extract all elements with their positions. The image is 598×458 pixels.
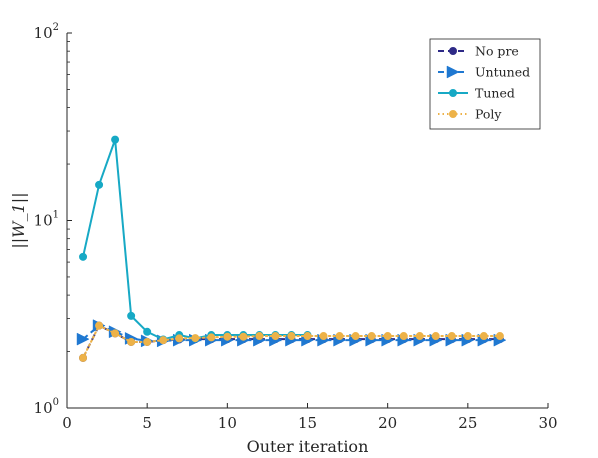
legend-marker — [449, 89, 457, 97]
data-point — [143, 327, 152, 336]
data-point — [127, 337, 136, 346]
data-point — [399, 332, 408, 341]
series-tuned — [79, 135, 312, 344]
data-point — [303, 332, 312, 341]
data-point — [76, 332, 90, 346]
x-axis-label: Outer iteration — [247, 437, 369, 456]
legend-entry: Tuned — [438, 86, 515, 101]
data-point — [111, 329, 120, 338]
data-point — [79, 353, 88, 362]
y-tick-exponent: 0 — [53, 397, 59, 408]
data-point — [255, 332, 264, 341]
data-point — [191, 334, 200, 343]
x-tick-label: 25 — [458, 414, 477, 432]
x-tick-label: 0 — [62, 414, 72, 432]
data-point — [271, 332, 280, 341]
y-tick-label: 100 — [34, 397, 59, 417]
y-tick-base: 10 — [34, 212, 53, 230]
legend-marker — [449, 47, 457, 55]
legend: No pre Untuned Tuned Poly — [429, 38, 541, 130]
data-point — [447, 332, 456, 341]
x-tick-label: 15 — [298, 414, 317, 432]
data-point — [95, 180, 104, 189]
data-point — [175, 334, 184, 343]
data-point — [287, 332, 296, 341]
legend-entry: No pre — [438, 44, 519, 59]
legend-label: No pre — [475, 44, 519, 59]
data-point — [431, 332, 440, 341]
y-tick-exponent: 2 — [53, 22, 59, 33]
legend-entry: Poly — [438, 107, 502, 122]
data-point — [463, 332, 472, 341]
data-point — [95, 321, 104, 330]
legend-label: Poly — [475, 107, 502, 122]
data-point — [367, 332, 376, 341]
data-point — [223, 332, 232, 341]
data-point — [79, 252, 88, 261]
y-tick-label: 101 — [34, 210, 59, 230]
series-poly — [79, 321, 504, 362]
series-line — [82, 138, 308, 341]
data-point — [495, 332, 504, 341]
legend-label: Tuned — [475, 86, 515, 101]
y-axis-label: ||W_1|| — [9, 192, 28, 248]
y-tick-base: 10 — [34, 24, 53, 42]
legend-entry: Untuned — [438, 65, 530, 80]
data-point — [127, 311, 136, 320]
x-tick-label: 5 — [142, 414, 152, 432]
x-tick-label: 30 — [538, 414, 557, 432]
x-tick-label: 10 — [218, 414, 237, 432]
x-tick-label: 20 — [378, 414, 397, 432]
data-point — [143, 337, 152, 346]
data-point — [383, 332, 392, 341]
series-layer — [76, 135, 507, 362]
data-point — [239, 332, 248, 341]
legend-label: Untuned — [475, 65, 530, 80]
y-tick-base: 10 — [34, 399, 53, 417]
data-point — [415, 332, 424, 341]
y-tick-label: 102 — [34, 22, 59, 42]
data-point — [335, 332, 344, 341]
data-point — [111, 135, 120, 144]
data-point — [159, 336, 168, 345]
data-point — [207, 333, 216, 342]
y-tick-exponent: 1 — [53, 210, 59, 221]
legend-marker — [446, 65, 460, 79]
data-point — [479, 332, 488, 341]
data-point — [351, 332, 360, 341]
data-point — [319, 332, 328, 341]
legend-marker — [449, 110, 457, 118]
